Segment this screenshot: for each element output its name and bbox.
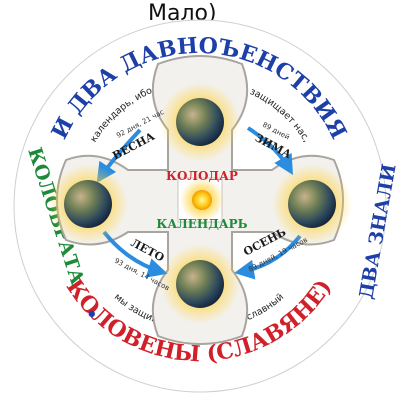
globe-right — [272, 164, 352, 244]
center-word-bottom: КАЛЕНДАРЬ — [156, 217, 247, 231]
globe-top — [160, 82, 240, 162]
globe-left — [48, 164, 128, 244]
center-word-top: КОЛОДАР — [166, 169, 238, 183]
globe-bottom — [160, 244, 240, 324]
ring-separator: • — [86, 304, 98, 325]
arrow-summer-to-autumn — [246, 126, 294, 176]
arrow-autumn-to-winter — [234, 234, 302, 280]
sun-icon — [192, 190, 212, 210]
